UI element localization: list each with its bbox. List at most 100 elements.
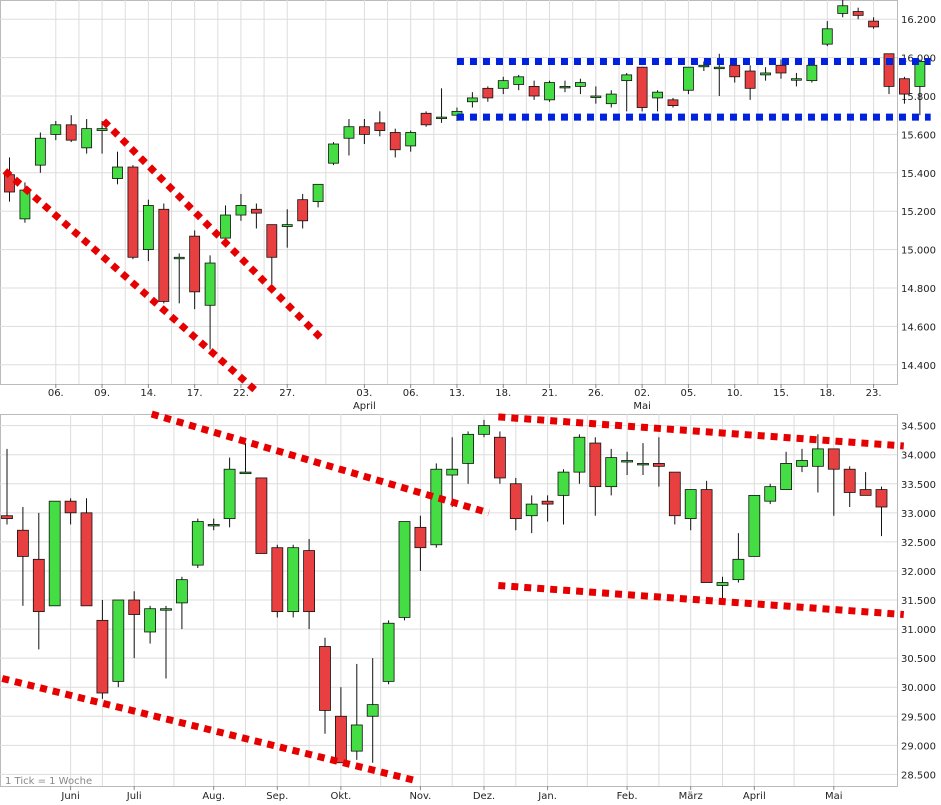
candle-up	[748, 494, 761, 557]
candle-down	[255, 477, 268, 554]
candle-up	[207, 524, 220, 527]
candle-up	[557, 471, 570, 496]
candle-up	[525, 503, 538, 517]
x-tick-label: Mai	[825, 791, 843, 802]
y-tick-label: 30.000	[901, 683, 936, 694]
x-tick-label: 26.	[588, 388, 604, 399]
candle-down	[319, 646, 331, 711]
x-tick-label: 22.	[233, 388, 249, 399]
candle-down	[859, 489, 872, 496]
candle-down	[32, 558, 45, 613]
x-tick-label: 06.	[48, 388, 64, 399]
y-tick-label: 33.500	[901, 480, 936, 491]
y-tick-label: 33.000	[901, 509, 936, 520]
daily-candlestick-panel: 14.400 14.600 14.800 15.000 15.200 15.400 15.6…	[0, 0, 936, 412]
candle-up	[112, 166, 123, 179]
candle-up	[590, 95, 602, 98]
x-tick-label: 09.	[94, 388, 110, 399]
y-tick-label: 15.400	[901, 169, 936, 180]
x-tick-label: 27.	[279, 388, 295, 399]
month-label: April	[353, 401, 376, 412]
candle-up	[19, 189, 31, 220]
candle-up	[914, 61, 926, 87]
candle-up	[175, 579, 188, 604]
candle-up	[50, 124, 62, 135]
candle-down	[875, 489, 888, 508]
candle-up	[191, 521, 204, 566]
candle-up	[478, 425, 490, 435]
candle-down	[334, 715, 347, 764]
candle-up	[605, 93, 617, 105]
candle-up	[821, 28, 833, 45]
candle-down	[528, 86, 540, 97]
candle-down	[1, 515, 13, 520]
candle-up	[112, 599, 125, 682]
candle-down	[127, 166, 139, 258]
candle-up	[497, 80, 509, 89]
candle-down	[65, 124, 77, 141]
candle-down	[420, 112, 432, 126]
candle-up	[698, 64, 710, 68]
candle-up	[544, 82, 555, 101]
candle-up	[605, 457, 618, 488]
candle-up	[780, 463, 792, 490]
candle-up	[621, 460, 633, 463]
candle-up	[173, 256, 185, 260]
candle-up	[812, 448, 824, 467]
y-tick-label: 28.500	[901, 770, 936, 781]
candle-up	[732, 558, 745, 581]
x-tick-label: 17.	[187, 388, 203, 399]
candle-up	[513, 76, 525, 85]
candle-up	[204, 262, 216, 306]
candle-up	[81, 128, 93, 149]
candle-up	[652, 91, 663, 99]
candle-down	[775, 64, 787, 74]
candle-up	[446, 468, 459, 476]
x-tick-label: 13.	[449, 388, 465, 399]
x-tick-label: März	[679, 791, 703, 802]
candle-up	[837, 5, 849, 14]
y-tick-label: 14.600	[901, 322, 936, 333]
candle-up	[223, 468, 236, 520]
candle-up	[382, 622, 395, 682]
candle-down	[827, 448, 840, 470]
y-tick-label: 15.200	[901, 207, 936, 218]
month-label: Mai	[633, 401, 651, 412]
x-tick-label: Sep.	[266, 791, 288, 802]
x-tick-label: April	[743, 791, 766, 802]
y-tick-label: 34.500	[901, 422, 936, 433]
candle-down	[96, 619, 109, 694]
x-tick-label: Feb.	[617, 791, 638, 802]
tick-note: 1 Tick = 1 Woche	[5, 776, 92, 787]
candle-down	[668, 471, 681, 517]
candle-down	[509, 483, 522, 520]
x-tick-label: Nov.	[409, 791, 431, 802]
candle-up	[220, 214, 231, 239]
trend-channel-line	[498, 413, 905, 450]
candle-down	[852, 11, 864, 16]
candle-up	[559, 86, 571, 89]
candle-down	[667, 99, 679, 106]
trend-channel-line	[2, 168, 258, 393]
candle-up	[791, 78, 802, 81]
candle-up	[637, 463, 649, 466]
candle-up	[366, 704, 379, 717]
candle-up	[235, 205, 247, 216]
candle-down	[843, 468, 856, 493]
candle-down	[158, 208, 170, 302]
candle-down	[303, 550, 316, 613]
x-tick-label: 03.	[356, 388, 372, 399]
candle-up	[350, 724, 363, 752]
y-tick-label: 15.800	[901, 92, 936, 103]
candle-up	[328, 143, 339, 164]
candle-up	[405, 132, 417, 147]
candle-down	[250, 208, 262, 214]
candle-up	[716, 582, 729, 586]
weekly-candlestick-panel: 28.500 29.000 29.500 30.000 30.500 31.000 31.5…	[0, 410, 936, 802]
x-tick-label: Juni	[60, 791, 79, 802]
candle-up	[48, 500, 61, 607]
candle-down	[80, 512, 93, 607]
y-tick-label: 15.600	[901, 130, 936, 141]
candle-up	[764, 486, 777, 502]
